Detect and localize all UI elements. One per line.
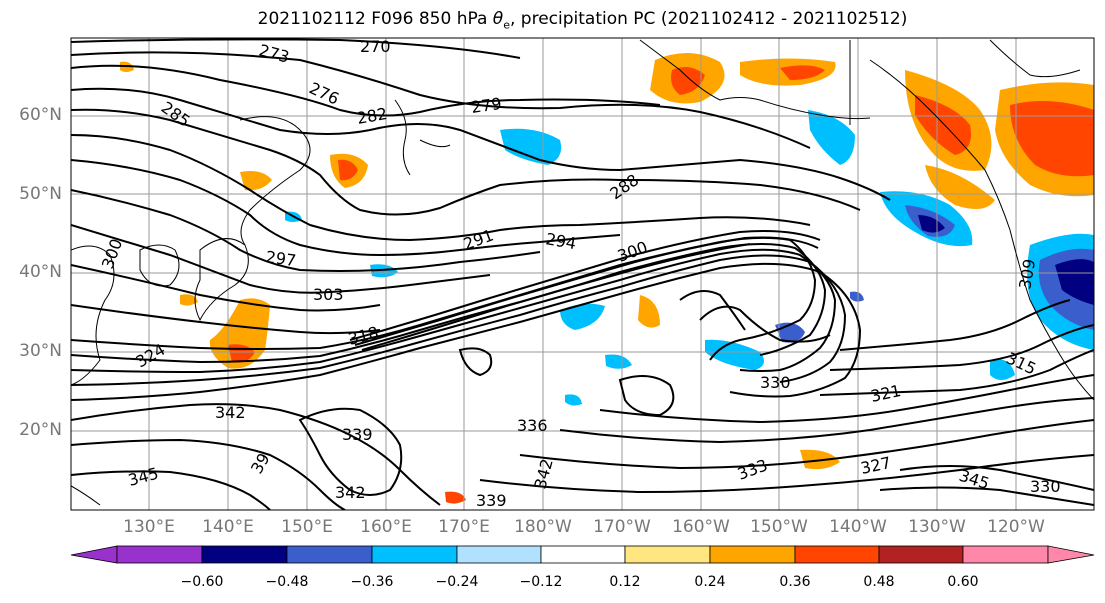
precip-patch (338, 159, 358, 181)
lat-label: 30°N (19, 341, 62, 361)
colorbar-bin (794, 545, 880, 564)
colorbar-tick-label: −0.36 (350, 574, 394, 590)
lon-label: 160°E (360, 517, 412, 537)
precip-patch (1055, 259, 1094, 305)
colorbar-bin (878, 545, 964, 564)
contour-label: 270 (360, 37, 391, 56)
colorbar-bin (456, 545, 542, 564)
lon-label: 120°W (987, 517, 1045, 537)
colorbar-tick-label: 0.48 (863, 574, 895, 590)
colorbar-tick-label: −0.60 (180, 574, 224, 590)
precip-patch (850, 291, 864, 302)
map-border (70, 37, 1095, 511)
colorbar-bin (540, 545, 626, 564)
precip-patch (990, 359, 1015, 380)
colorbar-bin (371, 545, 458, 564)
precip-patch (915, 95, 971, 155)
precip-patch (671, 66, 705, 95)
contour-label: 279 (470, 94, 503, 117)
precip-patch (445, 491, 466, 504)
coastlines (71, 39, 1094, 506)
colorbar-tick-label: −0.48 (265, 574, 309, 590)
contour-label: 336 (517, 416, 548, 435)
precip-patch (780, 65, 825, 80)
contour-label: 342 (335, 483, 366, 502)
colorbar-tick-label: 0.36 (779, 574, 811, 590)
lon-label: 180°W (514, 517, 572, 537)
map-title: 2021102112 F096 850 hPa θe, precipitatio… (257, 9, 908, 32)
graticule (71, 38, 1094, 510)
precip-shading (120, 52, 1094, 504)
contour-label: 330 (760, 373, 791, 392)
precip-patch (565, 394, 582, 406)
colorbar-over-triangle (1047, 545, 1095, 564)
lat-label: 50°N (19, 184, 62, 204)
precip-patch (605, 354, 632, 369)
lat-label: 40°N (19, 262, 62, 282)
contour-label: 303 (313, 285, 344, 304)
lon-label: 150°W (750, 517, 808, 537)
contour-label: 342 (215, 403, 246, 422)
precip-patch (705, 339, 764, 370)
precip-patch (209, 298, 270, 369)
colorbar-tick-label: −0.12 (519, 574, 563, 590)
precip-patch (180, 294, 198, 306)
lon-label: 130°E (123, 517, 175, 537)
colorbar-tick-label: 0.24 (694, 574, 726, 590)
colorbar (70, 545, 1095, 564)
lon-label: 150°E (281, 517, 333, 537)
precip-patch (370, 264, 398, 278)
colorbar-bin (624, 545, 711, 564)
contour-label: 297 (264, 247, 297, 270)
colorbar-tick-label: −0.24 (435, 574, 479, 590)
colorbar-tick-label: 0.12 (609, 574, 641, 590)
lat-label: 20°N (19, 420, 62, 440)
precip-patch (918, 215, 945, 233)
colorbar-bin (286, 545, 373, 564)
colorbar-bin (709, 545, 796, 564)
precip-patch (925, 165, 995, 209)
precip-patch (1010, 101, 1094, 177)
lon-label: 170°W (593, 517, 651, 537)
theta-e-contours (71, 38, 1094, 510)
lon-label: 130°W (908, 517, 966, 537)
map-plot-area: 273 270 276 285 282 279 288 291 294 297 … (71, 37, 1094, 510)
precip-patch (240, 171, 272, 191)
precip-patch (638, 295, 660, 328)
contour-label: 330 (1030, 477, 1061, 496)
lon-label: 140°E (202, 517, 254, 537)
lon-label: 140°W (829, 517, 887, 537)
lon-label: 170°E (438, 517, 490, 537)
precip-patch (560, 303, 605, 330)
lat-label: 60°N (19, 105, 62, 125)
colorbar-under-triangle (70, 545, 118, 564)
colorbar-bin (201, 545, 288, 564)
contour-label: 339 (476, 491, 507, 510)
colorbar-bin (962, 545, 1049, 564)
contour-label: 339 (342, 425, 373, 444)
colorbar-tick-label: 0.60 (947, 574, 979, 590)
precip-patch (808, 110, 855, 165)
colorbar-bin (116, 545, 203, 564)
precip-patch (500, 128, 562, 165)
lon-label: 160°W (672, 517, 730, 537)
